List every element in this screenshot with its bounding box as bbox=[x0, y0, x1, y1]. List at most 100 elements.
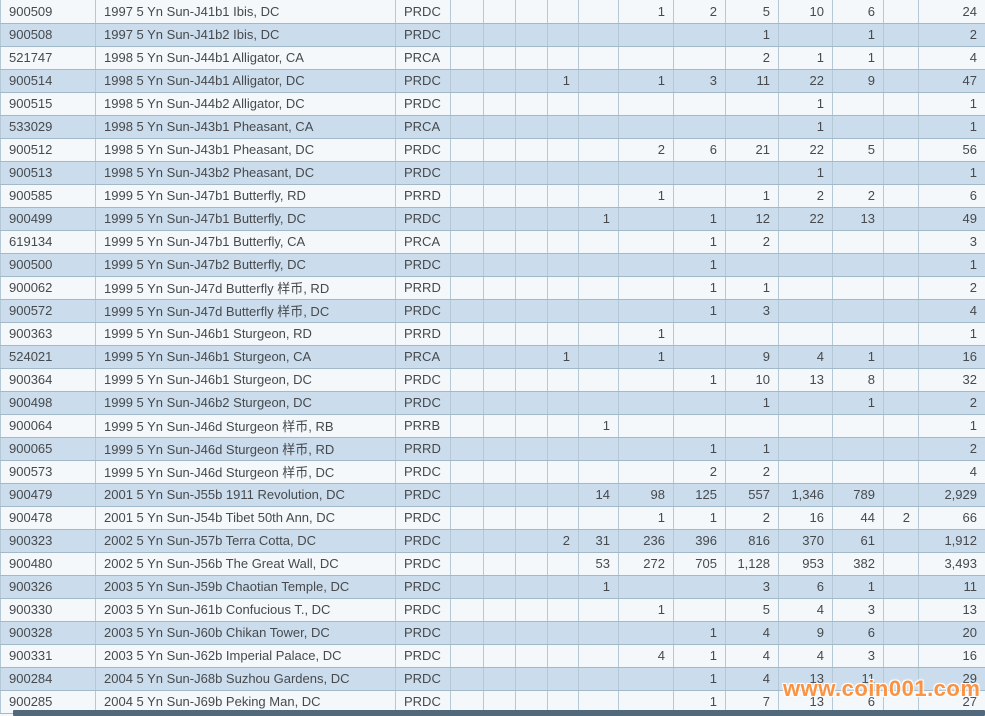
coin-id-link[interactable]: 900500 bbox=[0, 253, 96, 277]
grade-count-cell: 816 bbox=[725, 529, 779, 553]
grade-count-cell bbox=[673, 23, 726, 47]
grade-count-cell bbox=[578, 184, 619, 208]
grade-count-cell bbox=[832, 414, 884, 438]
grade-count-cell: 1 bbox=[673, 207, 726, 231]
total-count-cell: 1 bbox=[918, 115, 985, 139]
grade-count-cell bbox=[883, 391, 919, 415]
coin-id-link[interactable]: 521747 bbox=[0, 46, 96, 70]
table-row: 900498 1999 5 Yn Sun-J46b2 Sturgeon, DC PR… bbox=[0, 391, 985, 415]
coin-id-link[interactable]: 900480 bbox=[0, 552, 96, 576]
grade-code: PRDC bbox=[395, 667, 451, 691]
grade-count-cell bbox=[450, 529, 484, 553]
coin-id-link[interactable]: 900065 bbox=[0, 437, 96, 461]
grade-code: PRDC bbox=[395, 506, 451, 530]
table-row: 900572 1999 5 Yn Sun-J47d Butterfly 样币, D… bbox=[0, 299, 985, 323]
coin-id-link[interactable]: 619134 bbox=[0, 230, 96, 254]
grade-count-cell bbox=[547, 483, 579, 507]
grade-count-cell: 705 bbox=[673, 552, 726, 576]
grade-count-cell: 1 bbox=[673, 506, 726, 530]
total-count-cell: 2 bbox=[918, 23, 985, 47]
grade-count-cell bbox=[450, 598, 484, 622]
coin-id-link[interactable]: 900508 bbox=[0, 23, 96, 47]
grade-count-cell: 1 bbox=[547, 69, 579, 93]
grade-code: PRDC bbox=[395, 598, 451, 622]
grade-count-cell: 2 bbox=[725, 506, 779, 530]
coin-id-link[interactable]: 900513 bbox=[0, 161, 96, 185]
grade-count-cell bbox=[483, 207, 516, 231]
grade-count-cell bbox=[578, 276, 619, 300]
coin-id-link[interactable]: 900572 bbox=[0, 299, 96, 323]
coin-id-link[interactable]: 900573 bbox=[0, 460, 96, 484]
coin-id-link[interactable]: 900499 bbox=[0, 207, 96, 231]
coin-description: 1997 5 Yn Sun-J41b1 Ibis, DC bbox=[95, 0, 396, 24]
grade-count-cell bbox=[547, 253, 579, 277]
table-row: 900513 1998 5 Yn Sun-J43b2 Pheasant, DC PR… bbox=[0, 161, 985, 185]
table-row: 900480 2002 5 Yn Sun-J56b The Great Wall,… bbox=[0, 552, 985, 576]
coin-id-link[interactable]: 900331 bbox=[0, 644, 96, 668]
grade-count-cell: 9 bbox=[778, 621, 833, 645]
coin-id-link[interactable]: 900585 bbox=[0, 184, 96, 208]
grade-count-cell bbox=[515, 345, 548, 369]
grade-count-cell: 1 bbox=[578, 414, 619, 438]
table-row: 900363 1999 5 Yn Sun-J46b1 Sturgeon, RD PR… bbox=[0, 322, 985, 346]
coin-id-link[interactable]: 900062 bbox=[0, 276, 96, 300]
coin-description: 2003 5 Yn Sun-J60b Chikan Tower, DC bbox=[95, 621, 396, 645]
coin-id-link[interactable]: 524021 bbox=[0, 345, 96, 369]
grade-count-cell bbox=[673, 46, 726, 70]
grade-code: PRDC bbox=[395, 253, 451, 277]
coin-id-link[interactable]: 900326 bbox=[0, 575, 96, 599]
coin-id-link[interactable]: 900363 bbox=[0, 322, 96, 346]
grade-count-cell: 1 bbox=[618, 598, 674, 622]
grade-code: PRDC bbox=[395, 690, 451, 714]
grade-count-cell: 1 bbox=[618, 506, 674, 530]
total-count-cell: 56 bbox=[918, 138, 985, 162]
total-count-cell: 3,493 bbox=[918, 552, 985, 576]
coin-id-link[interactable]: 900323 bbox=[0, 529, 96, 553]
grade-count-cell bbox=[547, 23, 579, 47]
grade-count-cell bbox=[483, 276, 516, 300]
grade-count-cell: 1 bbox=[725, 391, 779, 415]
grade-count-cell: 1 bbox=[832, 575, 884, 599]
table-row: 900285 2004 5 Yn Sun-J69b Peking Man, DC P… bbox=[0, 690, 985, 714]
coin-id-link[interactable]: 900284 bbox=[0, 667, 96, 691]
grade-count-cell: 2 bbox=[618, 138, 674, 162]
grade-count-cell bbox=[618, 276, 674, 300]
coin-id-link[interactable]: 900512 bbox=[0, 138, 96, 162]
coin-id-link[interactable]: 900509 bbox=[0, 0, 96, 24]
grade-count-cell bbox=[778, 460, 833, 484]
coin-id-link[interactable]: 900364 bbox=[0, 368, 96, 392]
coin-description: 1998 5 Yn Sun-J43b2 Pheasant, DC bbox=[95, 161, 396, 185]
coin-id-link[interactable]: 900514 bbox=[0, 69, 96, 93]
coin-description: 1999 5 Yn Sun-J47d Butterfly 样币, RD bbox=[95, 276, 396, 300]
coin-id-link[interactable]: 900515 bbox=[0, 92, 96, 116]
grade-count-cell: 3 bbox=[832, 644, 884, 668]
table-row: 900515 1998 5 Yn Sun-J44b2 Alligator, DC P… bbox=[0, 92, 985, 116]
grade-count-cell: 1 bbox=[832, 46, 884, 70]
coin-id-link[interactable]: 900478 bbox=[0, 506, 96, 530]
horizontal-scrollbar[interactable] bbox=[13, 710, 985, 716]
table-row: 619134 1999 5 Yn Sun-J47b1 Butterfly, CA P… bbox=[0, 230, 985, 254]
grade-count-cell bbox=[547, 667, 579, 691]
grade-count-cell bbox=[515, 0, 548, 24]
coin-id-link[interactable]: 900479 bbox=[0, 483, 96, 507]
grade-count-cell bbox=[673, 92, 726, 116]
total-count-cell: 24 bbox=[918, 0, 985, 24]
coin-id-link[interactable]: 533029 bbox=[0, 115, 96, 139]
coin-id-link[interactable]: 900328 bbox=[0, 621, 96, 645]
grade-count-cell: 125 bbox=[673, 483, 726, 507]
total-count-cell: 20 bbox=[918, 621, 985, 645]
coin-id-link[interactable]: 900330 bbox=[0, 598, 96, 622]
total-count-cell: 49 bbox=[918, 207, 985, 231]
grade-count-cell bbox=[578, 368, 619, 392]
grade-code: PRDC bbox=[395, 207, 451, 231]
grade-count-cell bbox=[618, 230, 674, 254]
grade-count-cell bbox=[515, 276, 548, 300]
grade-count-cell bbox=[450, 115, 484, 139]
grade-count-cell bbox=[883, 483, 919, 507]
coin-id-link[interactable]: 900064 bbox=[0, 414, 96, 438]
grade-count-cell bbox=[883, 46, 919, 70]
grade-count-cell bbox=[778, 23, 833, 47]
coin-id-link[interactable]: 900498 bbox=[0, 391, 96, 415]
grade-count-cell bbox=[578, 506, 619, 530]
grade-count-cell bbox=[515, 575, 548, 599]
